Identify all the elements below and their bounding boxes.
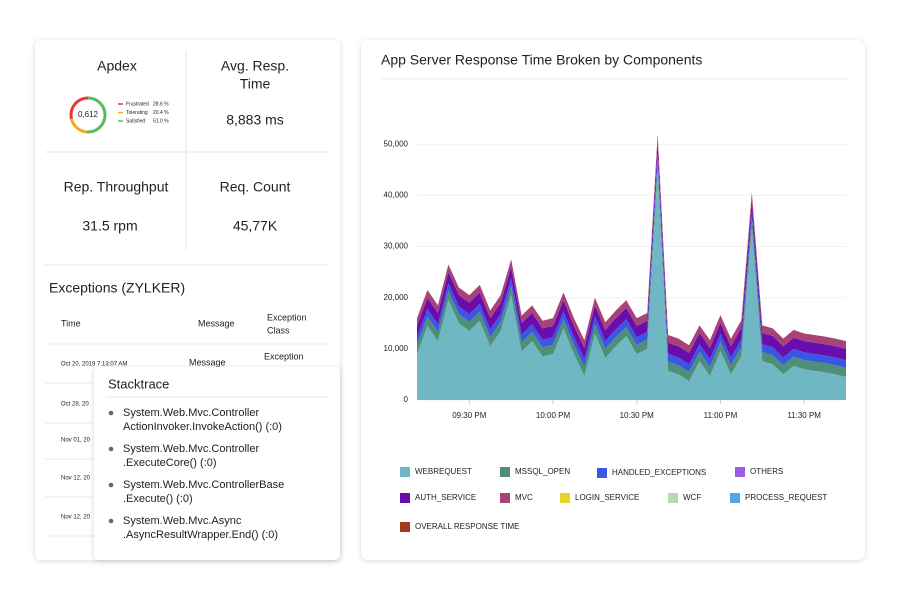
legend-label: LOGIN_SERVICE (575, 493, 639, 502)
metric-title: Rep. Throughput (64, 179, 169, 195)
legend-label: Satisfied (126, 118, 145, 124)
bullet (108, 410, 114, 416)
legend-swatch (560, 493, 570, 503)
legend-label: OVERALL RESPONSE TIME (415, 522, 519, 531)
legend-label: HANDLED_EXCEPTIONS (612, 468, 706, 477)
area (417, 169, 846, 400)
metric-value: 8,883 ms (226, 112, 284, 128)
stacktrace-popup (94, 367, 340, 560)
popup-title: Stacktrace (108, 376, 169, 391)
stack-line: System.Web.Mvc.Controller (123, 443, 259, 455)
y-tick-label: 40,000 (384, 190, 409, 199)
metric-title: Req. Count (220, 179, 291, 195)
column-header: Class (267, 325, 290, 335)
area (417, 141, 846, 365)
x-tick-label: 10:00 PM (536, 411, 571, 420)
stack-line: System.Web.Mvc.Async (123, 515, 242, 527)
metric-title: Time (240, 76, 271, 92)
y-tick-label: 0 (404, 395, 409, 404)
bullet (108, 518, 114, 524)
legend-label: MSSQL_OPEN (515, 467, 570, 476)
stack-line: .ExecuteCore() (:0) (123, 457, 217, 469)
apdex-score: 0,612 (78, 110, 99, 119)
legend-swatch (668, 493, 678, 503)
gauge-arc (69, 96, 107, 134)
cell: Exception (264, 351, 304, 361)
legend-label: WCF (683, 493, 701, 502)
legend-swatch (400, 493, 410, 503)
x-tick-label: 10:30 PM (620, 411, 655, 420)
metric-title: Avg. Resp. (221, 58, 289, 74)
legend-swatch (500, 467, 510, 477)
cell: Oct 28, 20 (61, 402, 89, 408)
cell: Oct 20, 2019 7:13:07 AM (61, 362, 127, 368)
legend-value: 20.4 % (153, 110, 169, 116)
x-tick-label: 11:00 PM (704, 411, 738, 420)
chart-title: App Server Response Time Broken by Compo… (381, 52, 702, 68)
area (417, 160, 846, 382)
column-header: Time (61, 318, 81, 328)
column-header: Exception (267, 312, 307, 322)
legend-swatch (400, 522, 410, 532)
bullet (108, 482, 114, 488)
stack-line: .AsyncResultWrapper.End() (:0) (123, 529, 278, 541)
legend-label: MVC (515, 493, 533, 502)
section-title: Exceptions (ZYLKER) (49, 280, 185, 296)
metric-title: Apdex (97, 58, 137, 74)
legend-label: OTHERS (750, 467, 783, 476)
bullet (108, 446, 114, 452)
stack-line: .Execute() (:0) (123, 493, 193, 505)
cell: Nov 01, 20 (61, 438, 91, 444)
x-tick-label: 09:30 PM (452, 411, 487, 420)
legend-label: PROCESS_REQUEST (745, 493, 827, 502)
legend-swatch (597, 468, 607, 478)
legend-swatch (400, 467, 410, 477)
legend-label: WEBREQUEST (415, 467, 472, 476)
x-tick-label: 11:30 PM (787, 411, 821, 420)
legend-swatch (500, 493, 510, 503)
y-tick-label: 20,000 (384, 293, 409, 302)
legend-value: 28.6 % (153, 101, 169, 107)
metric-value: 31.5 rpm (82, 218, 137, 234)
legend-label: Frustrated (126, 101, 149, 107)
chart-card (361, 40, 865, 560)
metric-value: 45,77K (233, 218, 278, 234)
legend-value: 51.0 % (153, 118, 169, 124)
y-tick-label: 50,000 (384, 139, 409, 148)
stack-line: System.Web.Mvc.Controller (123, 407, 259, 419)
legend-label: AUTH_SERVICE (415, 493, 476, 502)
legend-label: Tolerating (126, 110, 148, 116)
stack-line: ActionInvoker.InvokeAction() (:0) (123, 421, 282, 433)
y-tick-label: 10,000 (384, 344, 409, 353)
cell: Nov 12, 20 (61, 515, 91, 521)
stack-line: System.Web.Mvc.ControllerBase (123, 479, 284, 491)
cell: Nov 12, 20 (61, 476, 91, 482)
column-header: Message (198, 318, 235, 328)
legend-swatch (730, 493, 740, 503)
cell: Message (189, 357, 226, 367)
y-tick-label: 30,000 (384, 242, 409, 251)
legend-swatch (735, 467, 745, 477)
